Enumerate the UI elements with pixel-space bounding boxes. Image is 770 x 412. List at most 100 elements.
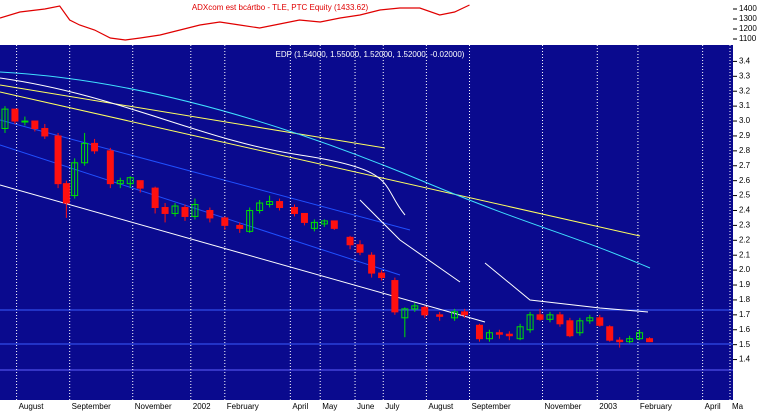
candle-body (11, 108, 19, 122)
trend-line (0, 119, 411, 231)
candle-body (290, 207, 298, 214)
candle-body (436, 314, 444, 317)
candle-body (1, 108, 9, 129)
y-tick-label: 1.9 (739, 280, 751, 289)
candle-body (505, 333, 513, 337)
candle-body (421, 306, 429, 316)
x-tick-label: June (357, 402, 375, 411)
candle-body (191, 204, 199, 217)
candle-body (356, 244, 364, 253)
candle-body (91, 142, 99, 152)
y-tick-label: 2.5 (739, 191, 751, 200)
candle-body (346, 236, 354, 246)
price-panel (0, 45, 733, 400)
x-tick-label: November (545, 402, 582, 411)
candle-body (161, 207, 169, 214)
candle-body (401, 308, 409, 319)
y-tick-label: 1.8 (739, 295, 751, 304)
candle-body (526, 314, 534, 331)
candle-body (54, 135, 62, 185)
candle-body (495, 332, 503, 335)
y-tick-label: 2.7 (739, 161, 751, 170)
candle-body (116, 180, 124, 185)
y-tick-label: 1.4 (739, 355, 751, 364)
candle-body (181, 207, 189, 217)
candle-body (596, 317, 604, 326)
candle-body (151, 187, 159, 208)
band-line (484, 262, 649, 313)
candle-body (31, 120, 39, 129)
candle-body (368, 254, 376, 274)
candle-body (330, 220, 338, 229)
y-tick-label: 1100 (739, 34, 757, 43)
y-tick-label: 2.8 (739, 146, 751, 155)
y-tick-label: 2.9 (739, 131, 751, 140)
x-tick-label: February (227, 402, 259, 411)
candle-body (276, 201, 284, 208)
candle-body (126, 177, 134, 185)
candle-body (62, 183, 70, 204)
trend-line (0, 144, 401, 276)
candle-body (606, 326, 614, 341)
candle-body (411, 305, 419, 310)
candle-body (586, 317, 594, 322)
x-tick-label: August (19, 402, 45, 411)
candle-body (391, 280, 399, 313)
x-tick-label: August (428, 402, 454, 411)
y-tick-label: 2.4 (739, 206, 751, 215)
x-tick-label: September (472, 402, 511, 411)
x-tick-label: November (135, 402, 172, 411)
x-tick-label: April (705, 402, 721, 411)
y-tick-label: 1.6 (739, 325, 751, 334)
candle-body (461, 311, 469, 316)
candle-body (566, 320, 574, 337)
trend-line (0, 84, 386, 149)
x-tick-label: May (322, 402, 337, 411)
band-line (359, 199, 461, 283)
y-tick-label: 1.7 (739, 310, 751, 319)
indicator-line (0, 4, 470, 41)
y-tick-label: 3.3 (739, 71, 751, 80)
y-tick-label: 3.0 (739, 116, 751, 125)
y-tick-label: 2.3 (739, 220, 751, 229)
x-tick-label: 2002 (193, 402, 211, 411)
candle-body (310, 221, 318, 229)
x-tick-label: 2003 (599, 402, 617, 411)
candle-body (300, 212, 308, 223)
channel-line (0, 184, 486, 323)
trend-line (0, 91, 641, 237)
candle-body (71, 162, 79, 197)
y-tick-label: 1200 (739, 24, 757, 33)
candle-body (475, 324, 483, 340)
y-tick-label: 2.6 (739, 176, 751, 185)
candle-body (576, 320, 584, 334)
y-tick-label: 3.2 (739, 86, 751, 95)
candle-body (256, 202, 264, 211)
x-tick-label: April (292, 402, 308, 411)
candle-body (536, 314, 544, 320)
x-tick-label: September (72, 402, 111, 411)
candle-body (221, 217, 229, 226)
candle-body (516, 326, 524, 340)
y-tick-label: 3.1 (739, 101, 751, 110)
top-title: ADXcom est bcártbo - TLE, PTC Equity (14… (192, 3, 369, 12)
candle-body (546, 314, 554, 320)
x-tick-label: July (385, 402, 399, 411)
candle-body (236, 224, 244, 229)
y-tick-label: 2.0 (739, 265, 751, 274)
moving-average (0, 71, 651, 269)
candle-body (106, 150, 114, 185)
y-tick-label: 2.1 (739, 250, 751, 259)
y-tick-label: 1300 (739, 14, 757, 23)
y-tick-label: 2.2 (739, 235, 751, 244)
candle-body (266, 201, 274, 206)
x-tick-label: February (640, 402, 672, 411)
x-tick-label: Ma (732, 402, 744, 411)
candle-body (378, 272, 386, 279)
candle-body (646, 338, 654, 343)
y-tick-label: 1400 (739, 4, 757, 13)
candle-body (41, 127, 49, 137)
candle-body (451, 311, 459, 319)
